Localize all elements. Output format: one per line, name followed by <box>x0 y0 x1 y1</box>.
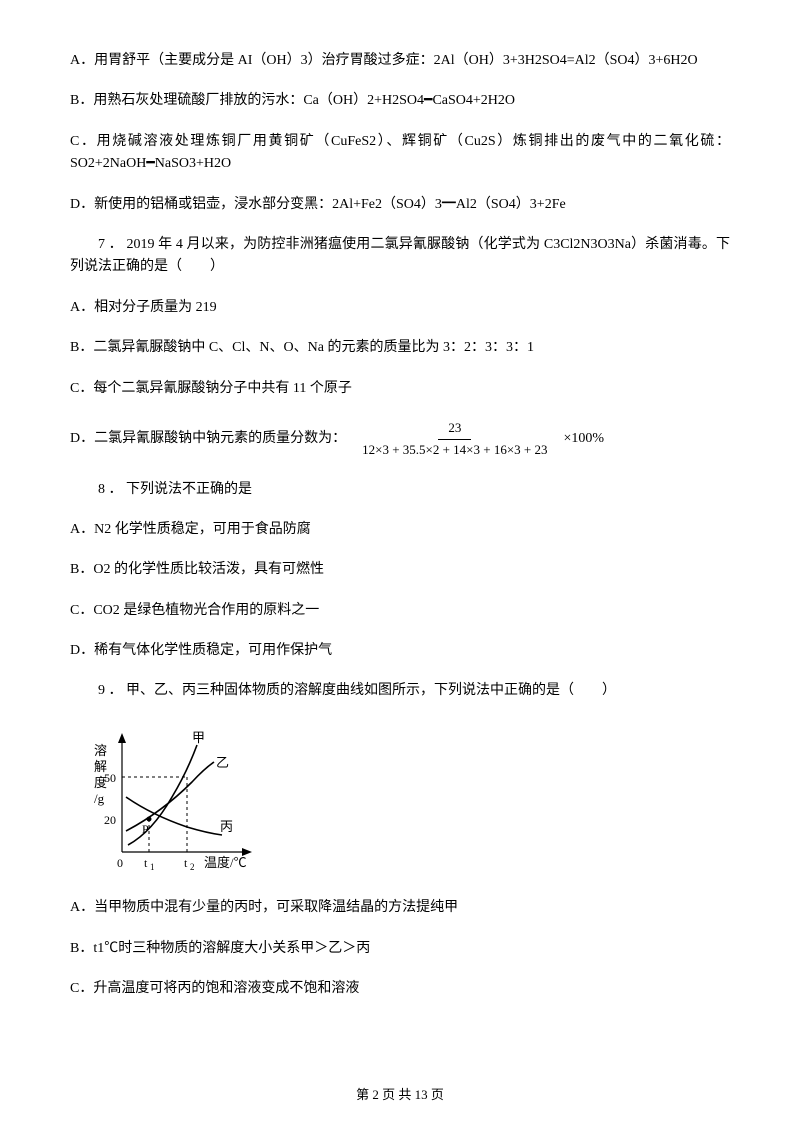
svg-text:/g: /g <box>94 791 105 806</box>
svg-text:P: P <box>142 822 149 836</box>
option-b-pre7: B．用熟石灰处理硫酸厂排放的污水：Ca（OH）2+H2SO4━CaSO4+2H2… <box>70 90 730 112</box>
question-8: 8 ． 下列说法不正确的是 <box>70 479 730 501</box>
q9-option-c: C．升高温度可将丙的饱和溶液变成不饱和溶液 <box>70 978 730 1000</box>
q8-option-c: C．CO2 是绿色植物光合作用的原料之一 <box>70 600 730 622</box>
svg-text:甲: 甲 <box>192 730 205 745</box>
option-c-pre7: C．用烧碱溶液处理炼铜厂用黄铜矿（CuFeS2）、辉铜矿（Cu2S）炼铜排出的废… <box>70 131 730 176</box>
page-footer: 第 2 页 共 13 页 <box>0 1085 800 1106</box>
fraction-numerator: 23 <box>438 418 471 440</box>
q8-option-d: D．稀有气体化学性质稳定，可用作保护气 <box>70 640 730 662</box>
question-9: 9 ． 甲、乙、丙三种固体物质的溶解度曲线如图所示，下列说法中正确的是（ ） <box>70 680 730 702</box>
q7-option-d: D．二氯异氰脲酸钠中钠元素的质量分数为： 23 12×3 + 35.5×2 + … <box>70 418 730 461</box>
q7-option-b: B．二氯异氰脲酸钠中 C、Cl、N、O、Na 的元素的质量比为 3：2：3：3：… <box>70 337 730 359</box>
svg-text:1: 1 <box>150 862 155 872</box>
q7d-label: D．二氯异氰脲酸钠中钠元素的质量分数为： <box>70 428 346 450</box>
svg-text:丙: 丙 <box>220 819 233 834</box>
svg-text:t: t <box>184 856 188 870</box>
svg-text:0: 0 <box>117 856 123 870</box>
q9-option-b: B．t1℃时三种物质的溶解度大小关系甲＞乙＞丙 <box>70 938 730 960</box>
q9-option-a: A．当甲物质中混有少量的丙时，可采取降温结晶的方法提纯甲 <box>70 897 730 919</box>
svg-text:20: 20 <box>104 813 116 827</box>
svg-text:溶: 溶 <box>94 743 107 758</box>
q8-option-b: B．O2 的化学性质比较活泼，具有可燃性 <box>70 559 730 581</box>
svg-text:温度/℃: 温度/℃ <box>204 855 247 870</box>
svg-text:2: 2 <box>190 862 195 872</box>
q7-option-a: A．相对分子质量为 219 <box>70 297 730 319</box>
fraction-denominator: 12×3 + 35.5×2 + 14×3 + 16×3 + 23 <box>352 440 557 461</box>
svg-text:乙: 乙 <box>216 755 229 770</box>
svg-text:50: 50 <box>104 771 116 785</box>
fraction-icon: 23 12×3 + 35.5×2 + 14×3 + 16×3 + 23 <box>352 418 557 461</box>
option-a-pre7: A．用胃舒平（主要成分是 AI（OH）3）治疗胃酸过多症：2Al（OH）3+3H… <box>70 50 730 72</box>
q7-option-c: C．每个二氯异氰脲酸钠分子中共有 11 个原子 <box>70 378 730 400</box>
question-7: 7 ． 2019 年 4 月以来，为防控非洲猪瘟使用二氯异氰脲酸钠（化学式为 C… <box>70 234 730 279</box>
percent-label: ×100% <box>564 428 605 450</box>
svg-text:t: t <box>144 856 148 870</box>
solubility-chart: 溶 解 度 /g 50 20 0 t1 t2 温度/℃ 甲 乙 丙 P <box>92 727 262 877</box>
q8-option-a: A．N2 化学性质稳定，可用于食品防腐 <box>70 519 730 541</box>
option-d-pre7: D．新使用的铝桶或铝壶，浸水部分变黑：2Al+Fe2（SO4）3━Al2（SO4… <box>70 194 730 216</box>
